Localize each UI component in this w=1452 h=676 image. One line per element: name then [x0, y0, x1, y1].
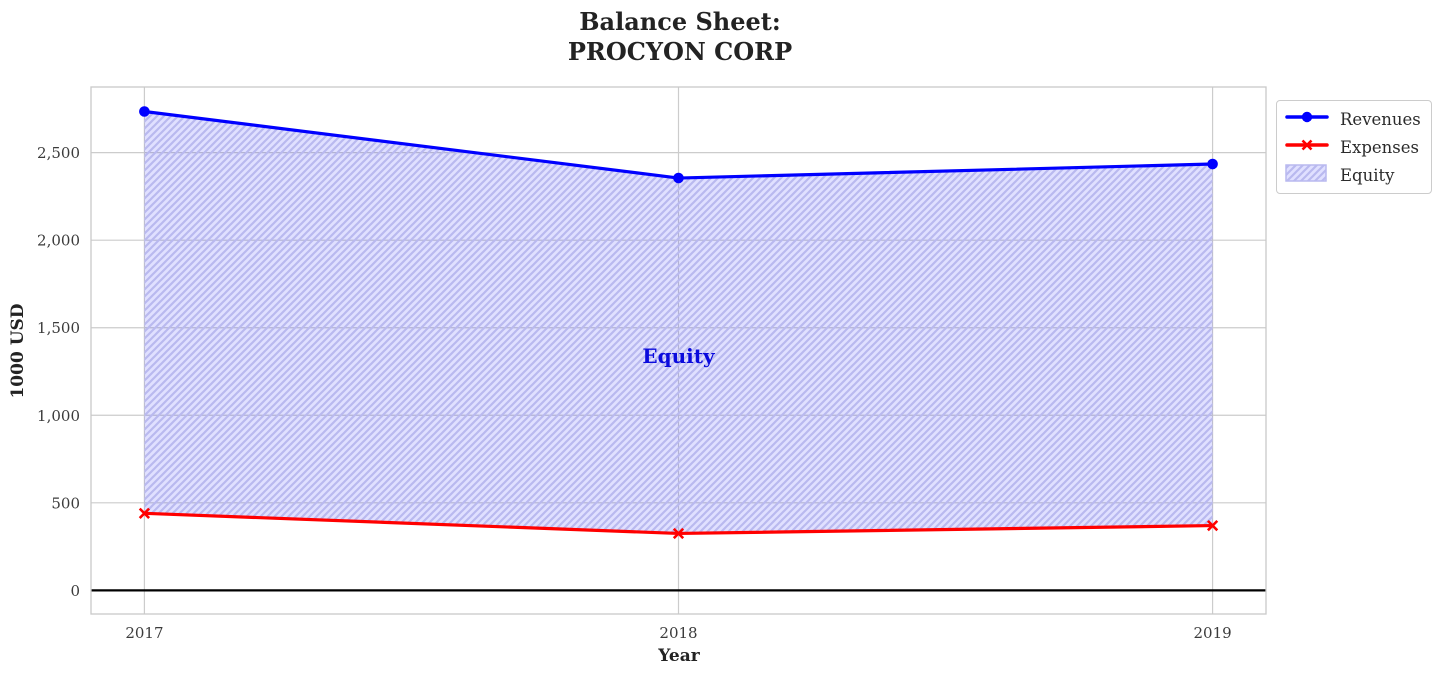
chart-title: Balance Sheet: PROCYON CORP	[567, 7, 793, 66]
x-tick-label: 2019	[1193, 624, 1231, 642]
legend-item-equity: Equity	[1284, 163, 1423, 187]
expenses-marker	[138, 507, 151, 519]
revenues-marker	[1207, 158, 1218, 170]
x-tick-label: 2018	[659, 624, 697, 642]
legend: Revenues Expenses Equity	[1276, 100, 1432, 194]
legend-item-expenses: Expenses	[1284, 137, 1423, 157]
y-axis-label: 1000 USD	[8, 303, 28, 399]
revenues-marker	[673, 172, 684, 184]
legend-label-revenues: Revenues	[1340, 109, 1421, 129]
legend-label-equity: Equity	[1340, 165, 1395, 185]
y-tick-label: 1,000	[37, 407, 80, 425]
expenses-marker	[1206, 519, 1219, 532]
legend-label-expenses: Expenses	[1340, 137, 1420, 157]
revenues-marker	[139, 106, 150, 117]
y-tick-label: 1,500	[37, 319, 80, 337]
expenses-marker	[672, 527, 685, 540]
x-axis-label: Year	[658, 646, 700, 666]
revenues-line-swatch	[1284, 107, 1330, 131]
expenses-line-swatch	[1284, 135, 1330, 159]
legend-item-revenues: Revenues	[1284, 109, 1423, 129]
y-tick-label: 500	[51, 494, 80, 512]
y-tick-label: 0	[70, 582, 80, 600]
equity-area-hatch	[144, 111, 1213, 534]
plot-border	[90, 86, 1267, 615]
x-tick-label: 2017	[125, 624, 163, 642]
equity-annotation: Equity	[642, 344, 716, 368]
equity-patch-swatch	[1284, 163, 1330, 187]
y-tick-label: 2,000	[37, 232, 80, 250]
y-tick-label: 2,500	[37, 144, 80, 162]
